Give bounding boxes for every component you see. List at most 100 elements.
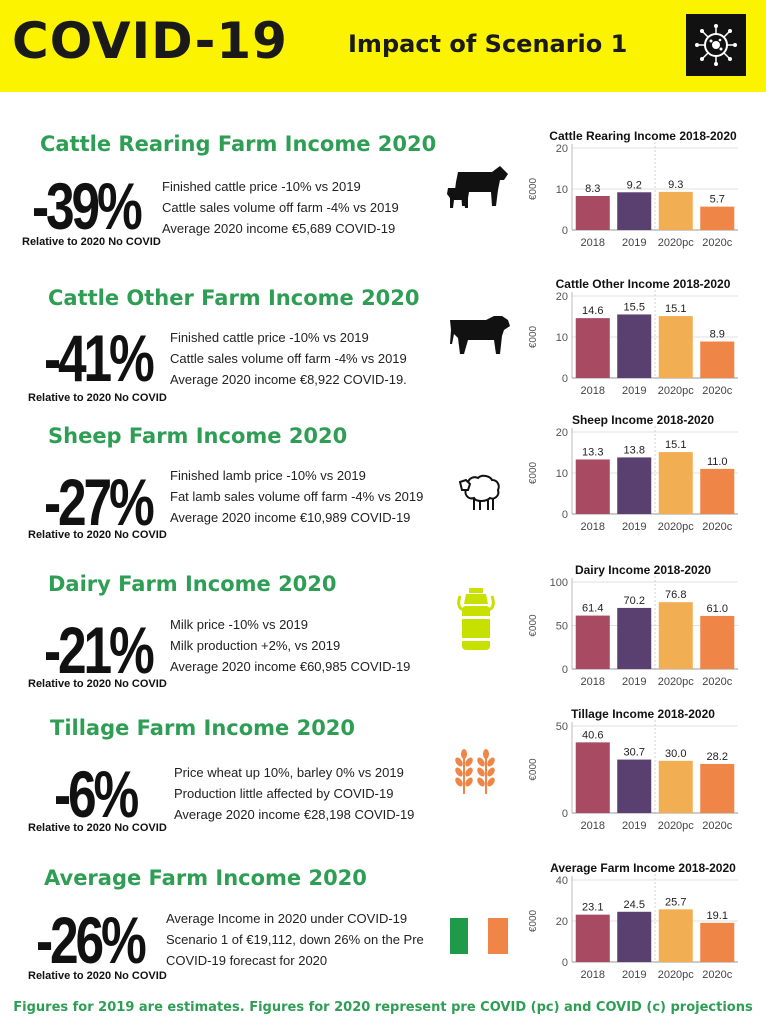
bar bbox=[700, 206, 735, 230]
y-tick-label: 10 bbox=[556, 468, 568, 480]
bullet-item: Milk production +2%, vs 2019 bbox=[170, 638, 341, 653]
bar bbox=[617, 314, 652, 378]
bar bbox=[658, 602, 693, 669]
data-label: 70.2 bbox=[624, 595, 645, 607]
section-title: Dairy Farm Income 2020 bbox=[48, 572, 337, 596]
bullet-list: Average Income in 2020 under COVID-19 Sc… bbox=[166, 908, 424, 971]
bar bbox=[617, 457, 652, 514]
y-tick-label: 40 bbox=[556, 875, 568, 887]
y-tick-label: 0 bbox=[562, 664, 568, 676]
x-tick-label: 2020c bbox=[702, 521, 732, 533]
bar bbox=[575, 195, 610, 230]
x-tick-label: 2020c bbox=[702, 820, 732, 832]
chart-svg: Dairy Income 2018-2020 0 50 100 €000 61.4 2018… bbox=[528, 563, 738, 688]
x-tick-label: 2020pc bbox=[658, 676, 695, 688]
x-tick-label: 2020pc bbox=[658, 820, 695, 832]
x-tick-label: 2019 bbox=[622, 676, 646, 688]
data-label: 28.2 bbox=[707, 751, 728, 763]
bar bbox=[658, 909, 693, 962]
bar bbox=[575, 615, 610, 669]
sheep-icon bbox=[458, 472, 504, 517]
y-tick-label: 10 bbox=[556, 332, 568, 344]
data-label: 15.1 bbox=[665, 439, 686, 451]
bullet-list: Finished cattle price -10% vs 2019 Cattl… bbox=[162, 176, 399, 239]
wheat-icon bbox=[452, 746, 498, 801]
chart-title: Cattle Rearing Income 2018-2020 bbox=[549, 129, 737, 143]
section-title: Tillage Farm Income 2020 bbox=[50, 716, 356, 740]
bullet-list: Milk price -10% vs 2019 Milk production … bbox=[170, 614, 410, 677]
bar bbox=[700, 341, 735, 378]
chart-tillage: Tillage Income 2018-2020 0 50 €000 40.6 2018 3… bbox=[522, 706, 748, 846]
y-axis-label: €000 bbox=[528, 325, 539, 348]
x-tick-label: 2020c bbox=[702, 676, 732, 688]
cow-calf-icon bbox=[444, 162, 510, 217]
x-tick-label: 2018 bbox=[581, 969, 605, 981]
y-tick-label: 50 bbox=[556, 621, 568, 633]
chart-svg: Cattle Other Income 2018-2020 0 10 20 €000 14… bbox=[528, 277, 738, 397]
y-axis-label: €000 bbox=[528, 758, 539, 781]
y-tick-label: 20 bbox=[556, 916, 568, 928]
x-tick-label: 2019 bbox=[622, 237, 646, 249]
bullet-item: Average Income in 2020 under COVID-19 bbox=[166, 911, 408, 926]
chart-svg: Tillage Income 2018-2020 0 50 €000 40.6 2018 3… bbox=[528, 707, 738, 832]
x-tick-label: 2020pc bbox=[658, 237, 695, 249]
y-tick-label: 0 bbox=[562, 957, 568, 969]
chart-svg: Cattle Rearing Income 2018-2020 0 10 20 €000… bbox=[528, 129, 738, 249]
y-tick-label: 50 bbox=[556, 721, 568, 733]
irish-flag-icon bbox=[450, 918, 510, 959]
data-label: 9.3 bbox=[668, 179, 683, 191]
relative-note: Relative to 2020 No COVID bbox=[28, 678, 167, 690]
percent-change: -26% bbox=[36, 903, 147, 977]
footer-note: Figures for 2019 are estimates. Figures … bbox=[13, 1000, 753, 1015]
data-label: 9.2 bbox=[627, 179, 642, 191]
bar bbox=[700, 763, 735, 813]
bar bbox=[575, 318, 610, 378]
y-tick-label: 100 bbox=[550, 577, 568, 589]
data-label: 13.3 bbox=[582, 446, 603, 458]
bar bbox=[658, 452, 693, 514]
x-tick-label: 2020c bbox=[702, 969, 732, 981]
x-tick-label: 2018 bbox=[581, 521, 605, 533]
bar bbox=[617, 607, 652, 669]
data-label: 23.1 bbox=[582, 902, 603, 914]
chart-sheep: Sheep Income 2018-2020 0 10 20 €000 13.3 2018 1… bbox=[522, 412, 748, 547]
chart-cattle-other: Cattle Other Income 2018-2020 0 10 20 €000 14… bbox=[522, 276, 748, 411]
data-label: 30.7 bbox=[624, 747, 645, 759]
y-axis-label: €000 bbox=[528, 461, 539, 484]
chart-title: Cattle Other Income 2018-2020 bbox=[556, 277, 731, 291]
data-label: 76.8 bbox=[665, 589, 686, 601]
data-label: 15.1 bbox=[665, 303, 686, 315]
data-label: 61.0 bbox=[707, 603, 728, 615]
bar bbox=[617, 911, 652, 962]
chart-svg: Average Farm Income 2018-2020 0 20 40 €000 23… bbox=[528, 861, 738, 981]
bar bbox=[658, 316, 693, 378]
data-label: 13.8 bbox=[624, 444, 645, 456]
data-label: 30.0 bbox=[665, 748, 686, 760]
data-label: 15.5 bbox=[624, 301, 645, 313]
x-tick-label: 2018 bbox=[581, 820, 605, 832]
data-label: 25.7 bbox=[665, 896, 686, 908]
bullet-item: COVID-19 forecast for 2020 bbox=[166, 953, 328, 968]
header-banner: COVID-19 Impact of Scenario 1 bbox=[0, 0, 766, 92]
chart-title: Tillage Income 2018-2020 bbox=[571, 707, 715, 721]
data-label: 14.6 bbox=[582, 305, 603, 317]
bullet-item: Cattle sales volume off farm -4% vs 2019 bbox=[170, 351, 407, 366]
bar bbox=[658, 191, 693, 230]
bullet-list: Finished cattle price -10% vs 2019 Cattl… bbox=[170, 327, 407, 390]
x-tick-label: 2018 bbox=[581, 237, 605, 249]
percent-change: -39% bbox=[32, 169, 143, 243]
chart-dairy: Dairy Income 2018-2020 0 50 100 €000 61.4 2018… bbox=[522, 562, 748, 702]
relative-note: Relative to 2020 No COVID bbox=[28, 529, 167, 541]
chart-title: Dairy Income 2018-2020 bbox=[575, 563, 711, 577]
data-label: 19.1 bbox=[707, 910, 728, 922]
x-tick-label: 2020c bbox=[702, 385, 732, 397]
bullet-item: Price wheat up 10%, barley 0% vs 2019 bbox=[174, 765, 404, 780]
bar bbox=[658, 760, 693, 813]
section-dairy: Dairy Farm Income 2020 -21% Relative to … bbox=[0, 562, 766, 702]
data-label: 5.7 bbox=[710, 194, 725, 206]
relative-note: Relative to 2020 No COVID bbox=[28, 970, 167, 982]
milk-churn-icon bbox=[456, 586, 496, 657]
data-label: 8.9 bbox=[710, 329, 725, 341]
bullet-item: Average 2020 income €28,198 COVID-19 bbox=[174, 807, 415, 822]
y-tick-label: 0 bbox=[562, 225, 568, 237]
